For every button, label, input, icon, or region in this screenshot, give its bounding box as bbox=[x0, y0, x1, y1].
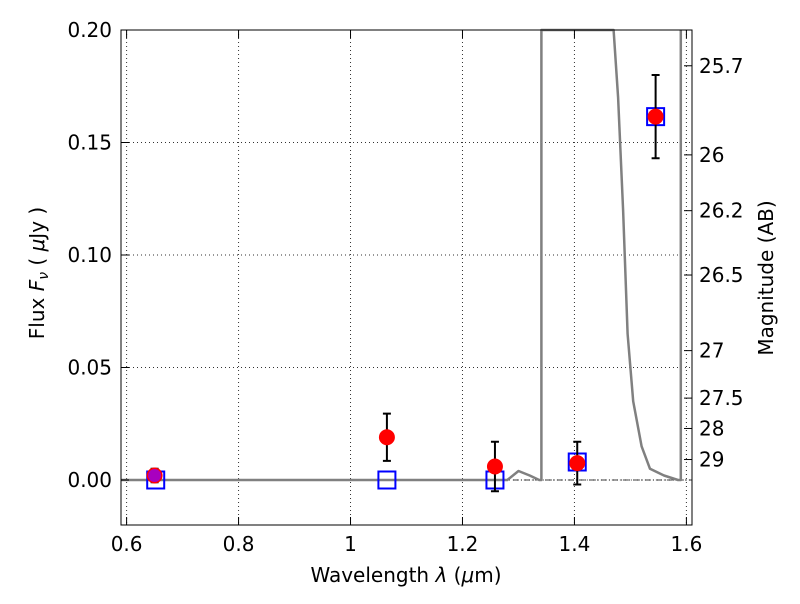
model-square-marker bbox=[377, 470, 397, 490]
data-point bbox=[486, 458, 503, 475]
y2-tick-label: 26 bbox=[699, 143, 724, 167]
model-curve bbox=[121, 28, 683, 482]
y2-tick-label: 25.7 bbox=[699, 54, 744, 78]
curve-layer bbox=[121, 28, 692, 482]
x-tick-label: 1.4 bbox=[559, 532, 591, 556]
y2-axis-label: Magnitude (AB) bbox=[754, 200, 778, 355]
y2-tick-label: 27 bbox=[699, 339, 724, 363]
plot-frame bbox=[120, 29, 693, 526]
y2-tick-label: 26.5 bbox=[699, 263, 744, 287]
y2-tick-label: 27.5 bbox=[699, 386, 744, 410]
data-point bbox=[647, 108, 664, 125]
data-point bbox=[569, 455, 586, 472]
x-axis-label: Wavelength λ (μm) bbox=[310, 563, 501, 587]
x-tick-label: 0.8 bbox=[223, 532, 255, 556]
y-tick-label: 0.10 bbox=[67, 243, 112, 267]
x-tick-label: 1.6 bbox=[670, 532, 702, 556]
y2-tick-label: 28 bbox=[699, 416, 724, 440]
marker-layer bbox=[146, 74, 666, 493]
x-tick-label: 0.6 bbox=[111, 532, 143, 556]
grid-layer bbox=[121, 29, 692, 525]
tick-layer: 0.6 0.8 1 1.2 1.4 1.6 0.00 0.05 0.10 0.15 0.20 25.7… bbox=[67, 18, 743, 556]
y-tick-label: 0.05 bbox=[67, 356, 112, 380]
y-tick-label: 0.00 bbox=[67, 468, 112, 492]
y-tick-label: 0.15 bbox=[67, 131, 112, 155]
y2-tick-label: 26.2 bbox=[699, 199, 744, 223]
x-tick-label: 1 bbox=[344, 532, 357, 556]
data-point-overlap bbox=[148, 469, 162, 482]
x-tick-label: 1.2 bbox=[447, 532, 479, 556]
data-point bbox=[378, 429, 395, 446]
y2-tick-label: 29 bbox=[699, 448, 724, 472]
y-axis-label: Flux Fν ( μJy ) bbox=[25, 207, 52, 339]
y-tick-label: 0.20 bbox=[67, 18, 112, 42]
